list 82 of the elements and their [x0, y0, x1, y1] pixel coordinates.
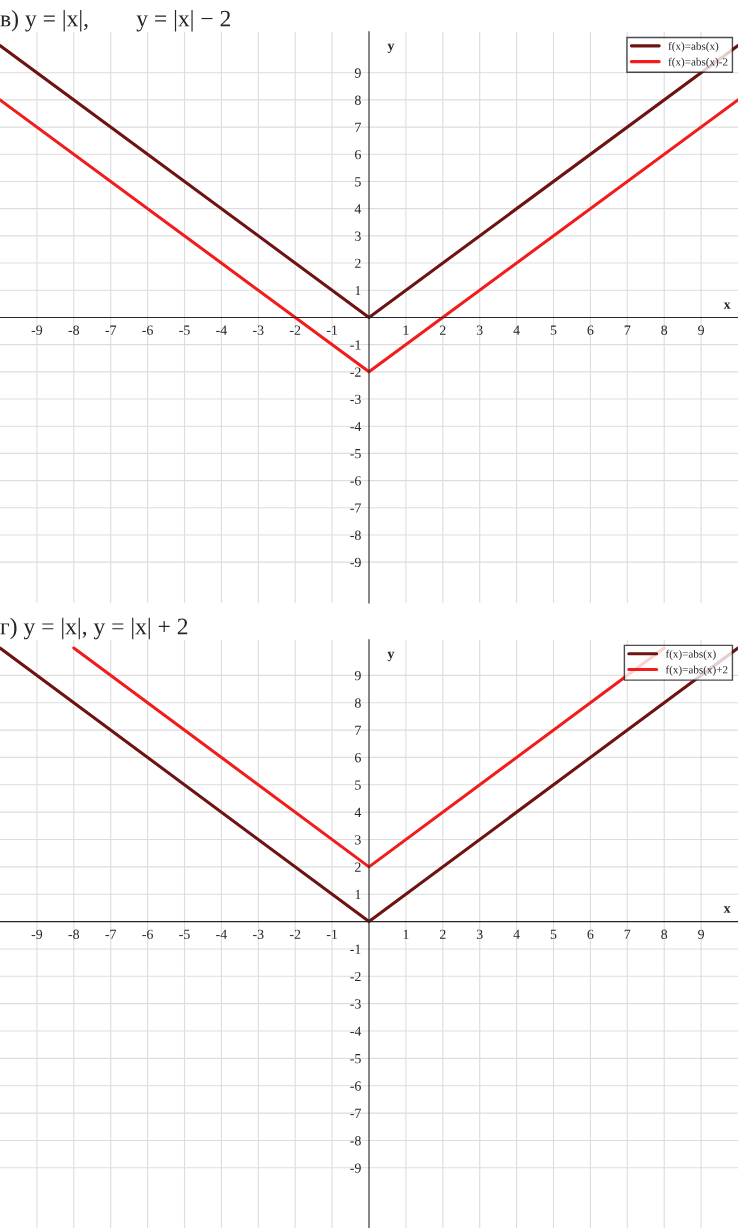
x-tick-label: -6 [142, 325, 153, 335]
y-tick-label: -3 [350, 999, 361, 1009]
x-tick-label: -7 [105, 929, 117, 939]
y-tick-label: -2 [350, 367, 361, 377]
x-tick-label: 9 [698, 325, 704, 335]
x-tick-label: -8 [68, 325, 80, 335]
x-tick-label: 3 [476, 929, 483, 939]
x-tick-label: 2 [439, 325, 446, 335]
y-tick-label: 1 [355, 285, 361, 296]
y-tick-label: 8 [354, 698, 361, 708]
x-tick-label: 6 [587, 325, 594, 335]
legend-label: f(x)=abs(x)-2 [668, 57, 728, 68]
x-tick-label: -5 [179, 325, 190, 335]
y-tick-label: -6 [350, 1081, 361, 1091]
x-tick-label: -3 [253, 929, 264, 939]
y-tick-label: 7 [355, 725, 361, 735]
y-tick-label: -5 [350, 1054, 361, 1064]
y-tick-label: 6 [355, 149, 361, 160]
x-tick-label: -2 [289, 929, 301, 939]
x-tick-label: -6 [142, 929, 153, 939]
x-tick-label: -2 [289, 325, 301, 335]
y-tick-label: -6 [350, 476, 361, 486]
y-tick-label: -1 [350, 944, 361, 954]
x-axis-title: x [723, 302, 731, 309]
x-tick-label: -4 [216, 929, 227, 939]
legend-label: f(x)=abs(x)+2 [665, 665, 728, 676]
y-tick-label: 4 [354, 204, 362, 214]
x-tick-label: 4 [513, 929, 520, 939]
x-tick-label: -8 [68, 929, 80, 939]
x-tick-label: -4 [216, 325, 227, 335]
x-tick-label: 9 [698, 929, 704, 939]
y-tick-label: -8 [350, 1136, 361, 1146]
legend-label: f(x)=abs(x) [668, 41, 719, 53]
y-tick-label: 6 [355, 753, 361, 763]
y-tick-label: -9 [350, 557, 361, 568]
chart-title: в) y = |x|, y = |x| − 2 [0, 9, 231, 32]
y-tick-label: -5 [350, 449, 361, 459]
y-axis-title: y [387, 651, 395, 662]
y-tick-label: 5 [355, 177, 361, 187]
x-axis-title: x [723, 906, 731, 913]
y-axis-title: y [387, 43, 395, 54]
y-tick-label: -7 [350, 503, 361, 513]
x-tick-label: 8 [661, 325, 668, 335]
y-tick-label: 2 [355, 258, 361, 268]
y-tick-label: 7 [355, 122, 361, 132]
x-tick-label: -1 [326, 325, 338, 335]
x-tick-label: -3 [253, 325, 264, 335]
y-tick-label: -8 [350, 530, 361, 540]
x-tick-label: 4 [513, 325, 520, 335]
y-tick-label: 1 [355, 889, 361, 900]
y-tick-label: 9 [354, 68, 361, 78]
y-tick-label: 5 [355, 780, 361, 790]
x-tick-label: 6 [587, 929, 594, 939]
chart-title: г) y = |x|, y = |x| + 2 [0, 617, 188, 640]
x-tick-label: -1 [326, 929, 338, 939]
y-tick-label: 8 [354, 95, 361, 105]
y-tick-label: -7 [350, 1108, 361, 1118]
x-tick-label: -9 [31, 929, 43, 939]
x-tick-label: -9 [31, 325, 43, 335]
y-tick-label: 2 [355, 862, 361, 872]
y-tick-label: -4 [350, 1026, 362, 1036]
x-tick-label: -7 [105, 325, 117, 335]
y-tick-label: -2 [350, 971, 361, 982]
y-tick-label: -9 [350, 1163, 361, 1173]
x-tick-label: 2 [439, 929, 446, 939]
y-tick-label: 4 [354, 807, 362, 817]
x-tick-label: 1 [403, 929, 409, 939]
y-tick-label: -1 [350, 340, 361, 350]
x-tick-label: 7 [624, 325, 631, 335]
y-tick-label: 3 [355, 231, 361, 241]
x-tick-label: 8 [661, 929, 668, 939]
y-tick-label: 9 [354, 670, 361, 681]
y-tick-label: 3 [355, 835, 361, 845]
legend-label: f(x)=abs(x) [665, 649, 716, 660]
x-tick-label: 7 [624, 929, 631, 939]
x-tick-label: 5 [550, 929, 557, 939]
x-tick-label: 5 [550, 325, 557, 335]
y-tick-label: -3 [350, 394, 361, 404]
x-tick-label: 3 [476, 325, 483, 335]
x-tick-label: -5 [179, 929, 190, 939]
x-tick-label: 1 [403, 325, 409, 335]
y-tick-label: -4 [350, 421, 362, 432]
